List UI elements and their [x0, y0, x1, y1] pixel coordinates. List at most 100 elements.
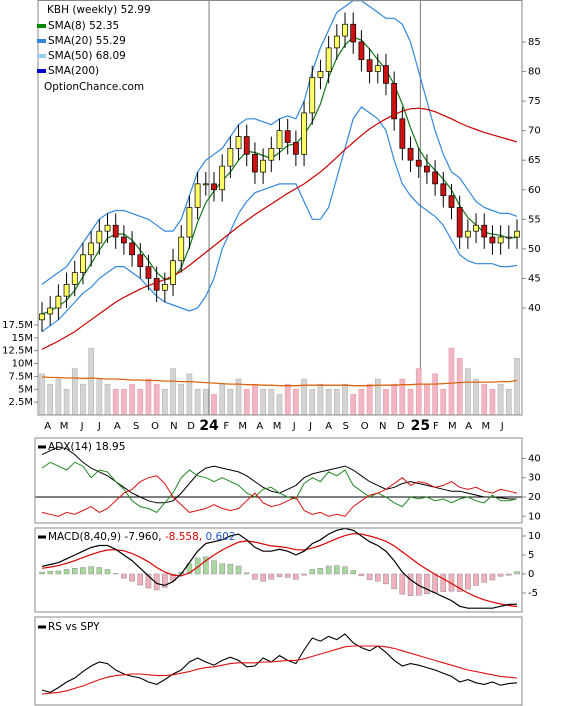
volume-bar [309, 389, 316, 415]
candle-body [112, 224, 119, 238]
x-tick-label: N [379, 421, 386, 432]
chart-title: KBH (weekly) 52.99 [47, 4, 151, 16]
volume-bar [317, 383, 324, 415]
volume-bar [424, 383, 430, 415]
volume-bar [129, 383, 135, 415]
candle-body [55, 295, 62, 309]
volume-tick-label: 17.5M [2, 320, 33, 331]
x-tick-label: A [114, 421, 121, 432]
volume-bar [415, 368, 422, 415]
volume-bar [219, 383, 225, 415]
y-tick-label: 30 [528, 473, 541, 484]
candle-body [145, 266, 152, 279]
candle-body [153, 278, 160, 291]
volume-bar [170, 368, 176, 415]
candle-body [260, 159, 267, 173]
y-tick-label: 60 [528, 185, 541, 196]
y-tick-label: 40 [528, 303, 541, 314]
candle-body [514, 230, 520, 238]
candle-body [415, 159, 422, 167]
volume-bar [334, 389, 340, 415]
y-tick-label: 55 [528, 214, 541, 225]
macd-histogram [473, 573, 479, 586]
macd-histogram [366, 573, 373, 580]
band-lower [41, 106, 518, 333]
candle-body [47, 307, 54, 315]
x-tick-label: M [238, 421, 247, 432]
volume-bar [473, 378, 479, 415]
macd-histogram [456, 573, 463, 593]
candle-body [243, 136, 250, 155]
macd-label-part: 0.602 [205, 531, 235, 543]
y-tick-label: 80 [528, 67, 541, 78]
macd-histogram [481, 573, 487, 583]
macd-histogram [276, 573, 283, 577]
macd-histogram [424, 573, 430, 594]
x-tick-label: M [482, 421, 491, 432]
volume-bar [39, 373, 45, 415]
x-tick-label: M [448, 421, 457, 432]
volume-bar [293, 389, 299, 415]
x-tick-label: A [465, 421, 472, 432]
volume-tick-label: 2.5M [8, 397, 33, 408]
candle-body [292, 142, 299, 155]
candle-body [219, 165, 226, 191]
candle-body [268, 148, 275, 161]
macd-histogram [129, 573, 135, 582]
candle-body [129, 242, 135, 256]
labels: KBH (weekly) 52.99 OptionChance.com ADX(… [2, 4, 541, 633]
candle-body [194, 183, 201, 208]
macd-histogram [415, 573, 422, 596]
macd-histogram [465, 573, 471, 590]
macd-histogram [162, 573, 168, 588]
rs-line [41, 633, 518, 693]
x-tick-label: D [397, 421, 405, 432]
volume-bar [55, 378, 62, 415]
x-tick-label: J [80, 421, 84, 432]
macd-histogram [96, 567, 103, 575]
macd-histogram [137, 573, 144, 586]
candle-body [505, 236, 512, 239]
x-tick-label: J [97, 421, 101, 432]
macd-histogram [317, 568, 324, 575]
volume-bar [145, 378, 152, 415]
x-tick-label: A [44, 421, 51, 432]
rs-frame [34, 616, 523, 706]
candle-body [104, 224, 111, 232]
candle-body [350, 23, 357, 43]
candle-body [178, 236, 185, 262]
macd-histogram [506, 573, 512, 576]
candle-body [235, 136, 242, 149]
x-tick-label: J [500, 421, 504, 432]
volume-bar [391, 383, 397, 415]
volume-bar [235, 378, 242, 415]
volume-bar [71, 368, 78, 415]
adx-line [41, 461, 518, 514]
macd-histogram [375, 573, 381, 582]
volume-bar [407, 389, 414, 415]
volume-bar [325, 389, 332, 415]
candle-body [366, 59, 373, 72]
x-tick-label: J [308, 421, 312, 432]
volume-bar [481, 383, 488, 415]
volume-bar [514, 358, 520, 415]
x-tick-label: 25 [411, 418, 430, 434]
volume-bar [374, 378, 381, 415]
macd-label: MACD(8,40,9) -7.960, -8.558, 0.602 [48, 531, 236, 543]
volume-bar [194, 389, 201, 415]
volume-bar [506, 389, 512, 415]
candle-body [211, 183, 217, 191]
volume-bar [211, 394, 217, 415]
volume-bar [80, 383, 86, 415]
x-tick-label: D [187, 421, 195, 432]
macd-histogram [284, 573, 291, 578]
macd-histogram [309, 569, 315, 575]
volume-bar [121, 389, 127, 415]
legend-label: SMA(8) 52.35 [48, 20, 119, 32]
macd-histogram [186, 563, 193, 575]
macd-histogram [252, 573, 258, 580]
candle-body [440, 183, 447, 197]
volume-bar [284, 383, 291, 415]
volume-bar [268, 389, 275, 415]
